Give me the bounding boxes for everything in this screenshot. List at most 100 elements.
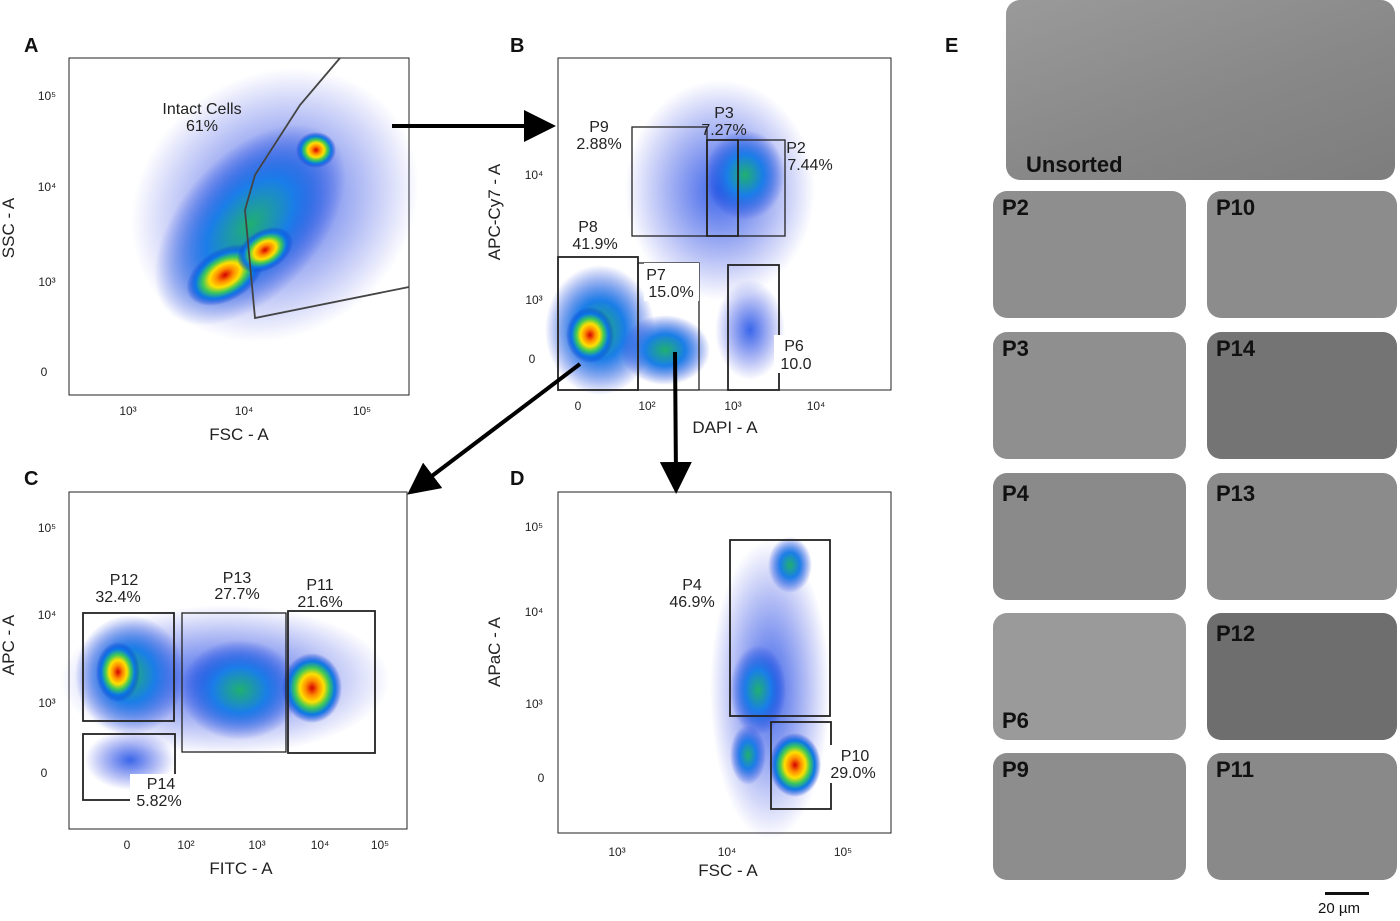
plot-c-ylabel: APC - A bbox=[0, 614, 18, 675]
gate-label-p6: P6 bbox=[784, 338, 804, 355]
plot-c-xtick: 0 bbox=[124, 838, 131, 852]
gate-pct-intact-cells: 61% bbox=[186, 118, 218, 135]
micrograph-p4: P4 bbox=[993, 473, 1186, 600]
arrow-b-to-c bbox=[407, 362, 582, 495]
plot-c-xtick: 10⁵ bbox=[371, 838, 389, 852]
micrograph-unsorted: Unsorted bbox=[1006, 0, 1395, 180]
micrograph-p3: P3 bbox=[993, 332, 1186, 459]
connector-arrows bbox=[392, 110, 692, 495]
plot-b-xlabel: DAPI - A bbox=[692, 418, 758, 437]
plot-c-xtick: 10³ bbox=[248, 838, 265, 852]
plot-b-xtick: 0 bbox=[575, 399, 582, 413]
plot-b: DAPI - A APC-Cy7 - A 0 10² 10³ 10⁴ 10⁴ 1… bbox=[485, 57, 892, 437]
plot-a-xtick: 10³ bbox=[119, 404, 136, 418]
plot-c-xtick: 10⁴ bbox=[311, 838, 330, 852]
plot-b-xtick: 10² bbox=[638, 399, 655, 413]
plot-a: FSC - A SSC - A 10³ 10⁴ 10⁵ 10⁵ 10⁴ 10³ … bbox=[0, 57, 419, 444]
plot-d-ytick: 10³ bbox=[525, 697, 542, 711]
gate-pct-p12: 32.4% bbox=[95, 589, 140, 606]
gate-label-p12: P12 bbox=[110, 572, 139, 589]
gate-pct-p14: 5.82% bbox=[136, 793, 181, 810]
gate-label-p4: P4 bbox=[682, 577, 702, 594]
plot-c-ytick: 0 bbox=[41, 766, 48, 780]
plot-b-ytick: 10⁴ bbox=[525, 168, 544, 182]
plot-d-ytick: 10⁴ bbox=[525, 605, 544, 619]
plot-c: FITC - A APC - A 0 10² 10³ 10⁴ 10⁵ 10⁵ 1… bbox=[0, 491, 408, 878]
gate-label-p8: P8 bbox=[578, 219, 598, 236]
plot-d-xlabel: FSC - A bbox=[698, 861, 758, 880]
micrograph-label: P10 bbox=[1216, 195, 1256, 220]
micrograph-label: P11 bbox=[1216, 757, 1254, 782]
plot-b-ytick: 0 bbox=[529, 352, 536, 366]
micrograph-label: P2 bbox=[1002, 195, 1029, 220]
micrograph-p11: P11 bbox=[1207, 753, 1397, 880]
plot-d-xtick: 10⁵ bbox=[834, 845, 852, 859]
gate-pct-p3: 7.27% bbox=[701, 122, 746, 139]
plot-c-ytick: 10⁵ bbox=[38, 521, 56, 535]
gate-label-p2: P2 bbox=[786, 140, 806, 157]
plot-d-ytick: 0 bbox=[538, 771, 545, 785]
micrograph-p12: P12 bbox=[1207, 613, 1397, 740]
micrograph-label: P6 bbox=[1002, 708, 1029, 733]
plot-a-ylabel: SSC - A bbox=[0, 197, 18, 258]
plot-a-ytick: 10⁴ bbox=[38, 180, 57, 194]
gate-label-p14: P14 bbox=[147, 776, 176, 793]
panel-letter-c: C bbox=[24, 468, 38, 490]
gate-pct-p6: 10.0 bbox=[780, 356, 811, 373]
plot-a-ytick: 10³ bbox=[38, 275, 55, 289]
panel-letter-e: E bbox=[945, 35, 958, 57]
plot-a-xtick: 10⁵ bbox=[353, 404, 371, 418]
plot-b-xtick: 10⁴ bbox=[807, 399, 826, 413]
micrograph-p13: P13 bbox=[1207, 473, 1397, 600]
gate-pct-p10: 29.0% bbox=[830, 765, 875, 782]
plot-d-ylabel: APaC - A bbox=[485, 616, 504, 687]
gate-pct-p4: 46.9% bbox=[669, 594, 714, 611]
plot-a-ytick: 0 bbox=[41, 365, 48, 379]
micrograph-p9: P9 bbox=[993, 753, 1186, 880]
gate-label-p13: P13 bbox=[223, 570, 252, 587]
micrograph-label: P14 bbox=[1216, 336, 1256, 361]
gate-pct-p9: 2.88% bbox=[576, 136, 621, 153]
plot-b-ytick: 10³ bbox=[525, 293, 542, 307]
gate-label-p11: P11 bbox=[306, 577, 333, 594]
micrograph-p6: P6 bbox=[993, 613, 1186, 740]
micrograph-label: P4 bbox=[1002, 481, 1029, 506]
panel-letter-a: A bbox=[24, 35, 38, 57]
plot-d-xtick: 10³ bbox=[608, 845, 625, 859]
micrograph-label: P3 bbox=[1002, 336, 1029, 361]
plot-c-xtick: 10² bbox=[177, 838, 194, 852]
plot-a-ytick: 10⁵ bbox=[38, 89, 56, 103]
gate-label-p10: P10 bbox=[841, 748, 870, 765]
micrograph-p10: P10 bbox=[1207, 191, 1397, 318]
plot-d-xtick: 10⁴ bbox=[718, 845, 737, 859]
plot-a-density bbox=[131, 68, 419, 342]
plot-b-density bbox=[545, 80, 815, 395]
plot-c-density bbox=[60, 605, 390, 790]
gate-pct-p8: 41.9% bbox=[572, 236, 617, 253]
micrograph-label: Unsorted bbox=[1026, 152, 1123, 177]
panel-letter-d: D bbox=[510, 468, 524, 490]
micrograph-label: P9 bbox=[1002, 757, 1029, 782]
plot-b-xtick: 10³ bbox=[724, 399, 741, 413]
gate-label-intact-cells: Intact Cells bbox=[162, 101, 241, 118]
micrograph-p14: P14 bbox=[1207, 332, 1397, 459]
gate-pct-p13: 27.7% bbox=[214, 586, 259, 603]
gate-label-p7: P7 bbox=[646, 267, 666, 284]
scale-bar bbox=[1325, 892, 1369, 895]
plot-a-xlabel: FSC - A bbox=[209, 425, 269, 444]
arrow-b-to-d bbox=[659, 351, 692, 494]
plot-b-ylabel: APC-Cy7 - A bbox=[485, 163, 504, 260]
panel-letter-b: B bbox=[510, 35, 524, 57]
gate-label-p9: P9 bbox=[589, 119, 609, 136]
micrograph-p2: P2 bbox=[993, 191, 1186, 318]
gate-label-p3: P3 bbox=[714, 105, 734, 122]
plot-c-ytick: 10⁴ bbox=[38, 608, 57, 622]
plot-d: FSC - A APaC - A 10³ 10⁴ 10⁵ 10⁵ 10⁴ 10³… bbox=[485, 491, 892, 880]
plot-a-xtick: 10⁴ bbox=[235, 404, 254, 418]
plot-d-ytick: 10⁵ bbox=[525, 520, 543, 534]
micrograph-label: P12 bbox=[1216, 621, 1256, 646]
gate-pct-p2: 7.44% bbox=[787, 157, 832, 174]
plot-d-density bbox=[710, 537, 830, 840]
micrograph-label: P13 bbox=[1216, 481, 1256, 506]
